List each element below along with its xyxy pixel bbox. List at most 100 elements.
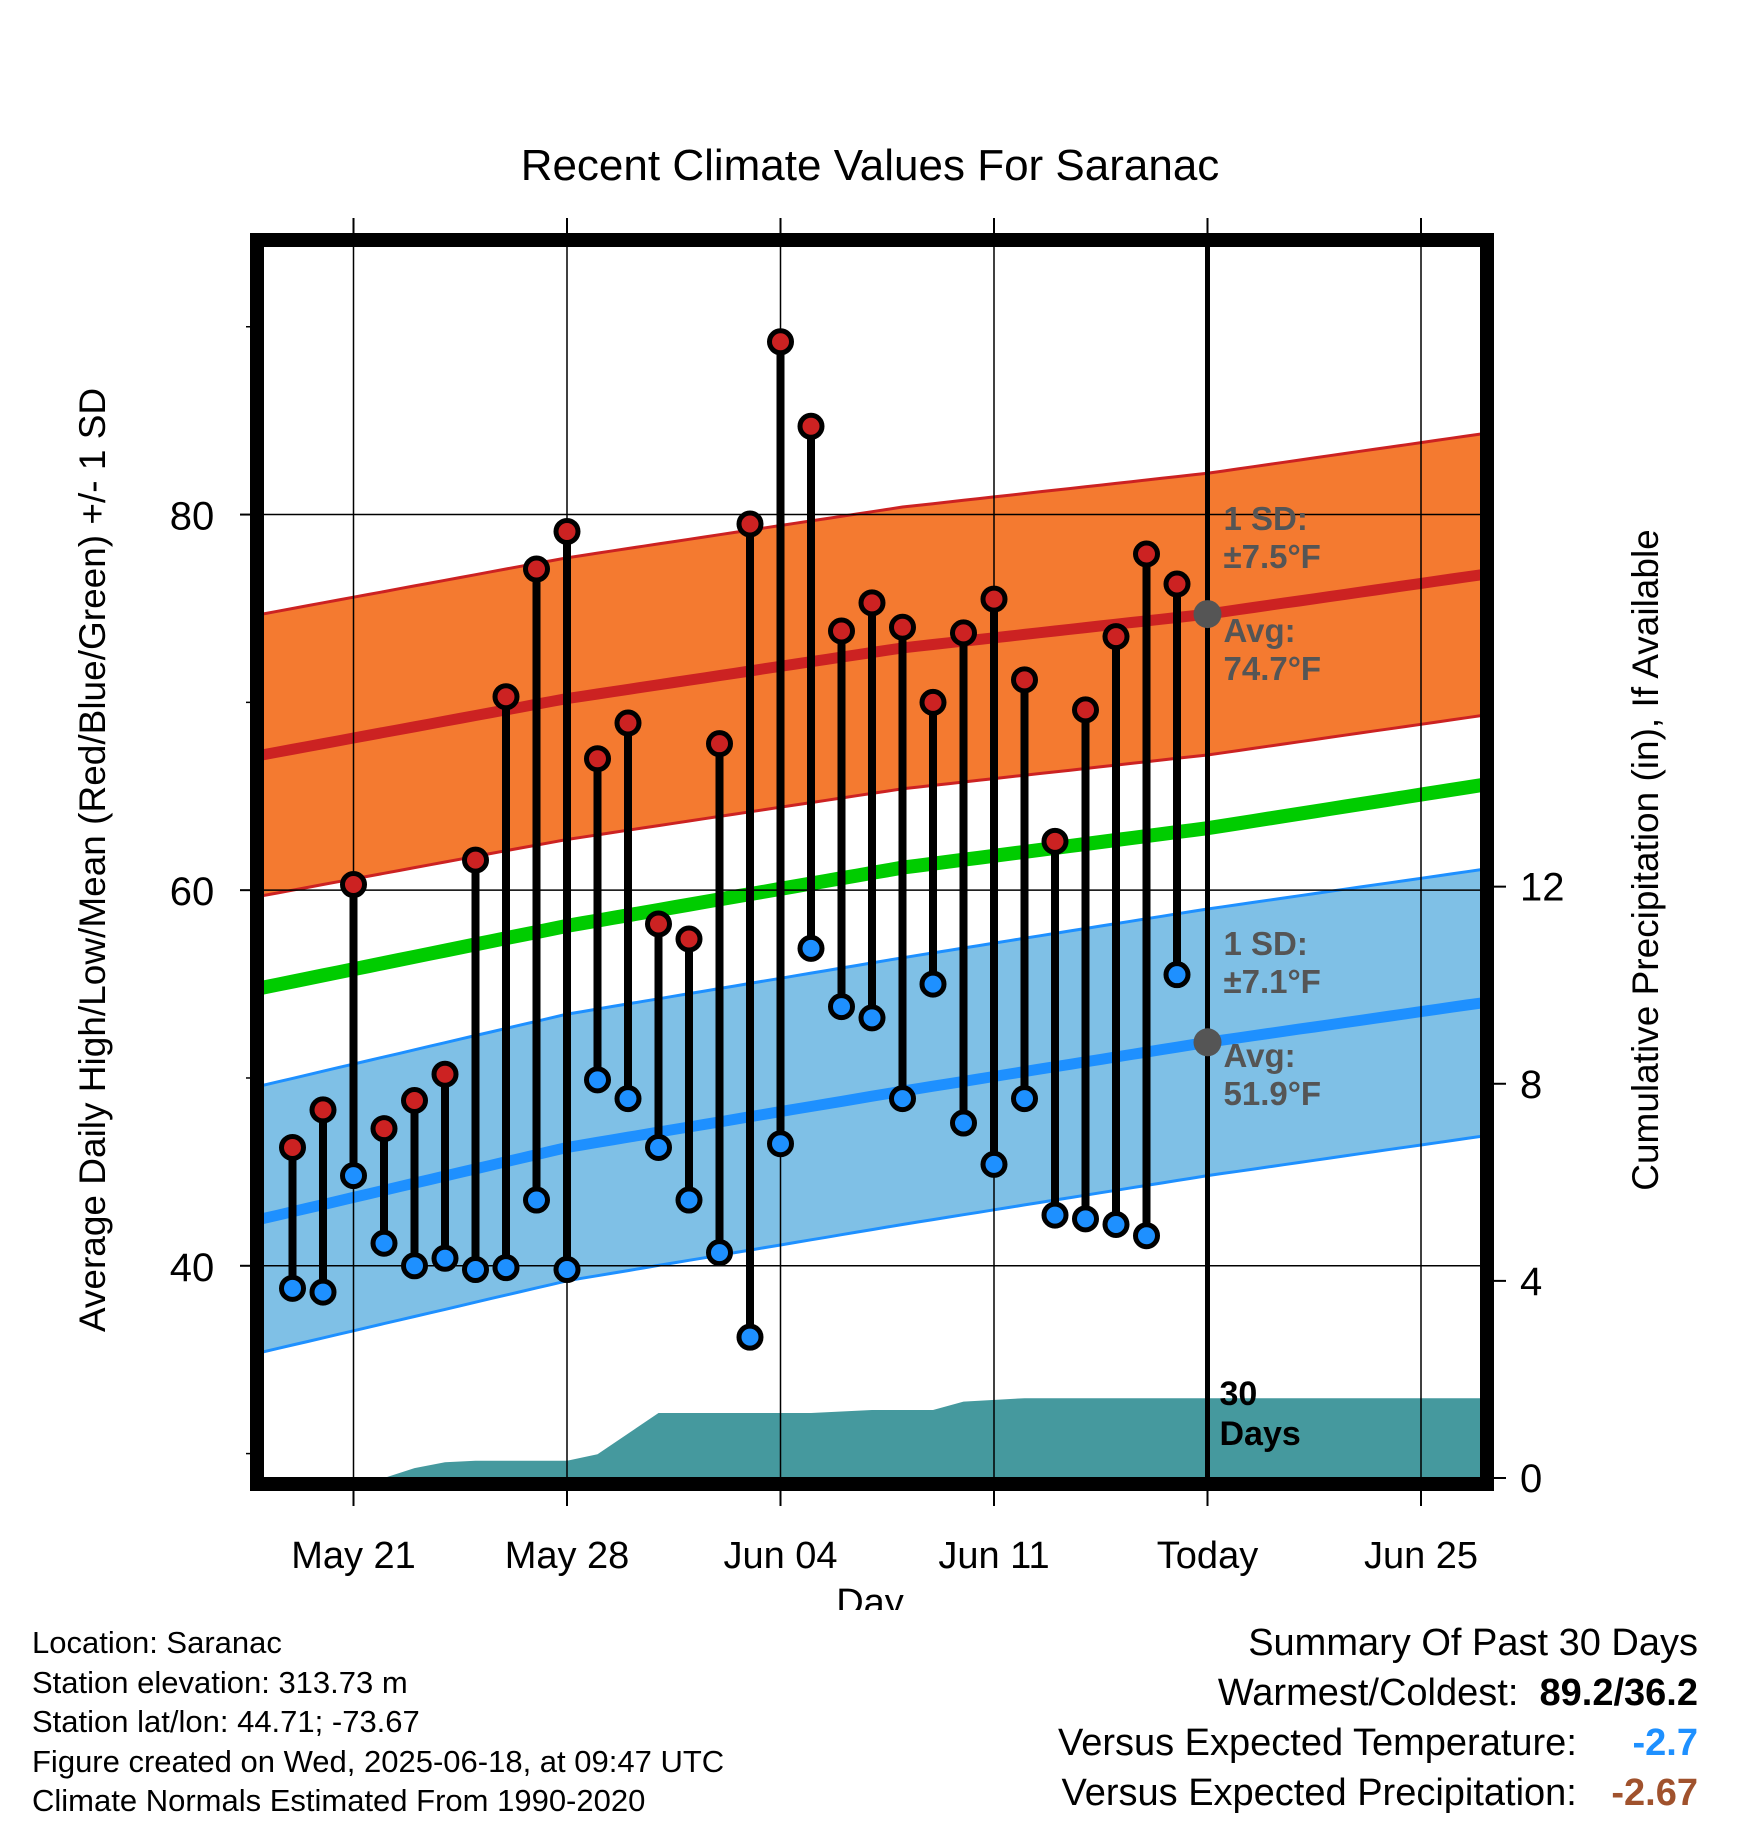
high-point <box>1102 623 1130 651</box>
high-point <box>858 589 886 617</box>
low-annotation-line: ±7.1°F <box>1224 963 1321 1000</box>
precip-anomaly-value: -2.67 <box>1611 1772 1698 1814</box>
high-point <box>401 1087 428 1115</box>
low-point <box>1133 1222 1160 1250</box>
temp-anomaly-value: -2.7 <box>1632 1722 1698 1764</box>
high-point <box>889 613 916 641</box>
low-point <box>431 1244 459 1272</box>
high-point <box>614 709 642 737</box>
x-tick-label: May 21 <box>291 1535 416 1577</box>
low-point <box>614 1085 642 1113</box>
high-point <box>431 1060 459 1088</box>
high-point <box>950 619 977 647</box>
low-point <box>1011 1085 1038 1113</box>
high-point <box>584 745 611 773</box>
high-annotation-line: 74.7°F <box>1224 650 1322 687</box>
low-point <box>675 1186 703 1214</box>
x-axis-label: Day <box>836 1582 904 1610</box>
low-point <box>1072 1205 1099 1233</box>
cumulative-precip-area <box>262 1398 1482 1478</box>
warmest-row: Warmest/Coldest: 89.2/36.2 <box>1058 1668 1698 1718</box>
latlon-text: Station lat/lon: 44.71; -73.67 <box>32 1704 420 1739</box>
station-info: Location: Saranac Station elevation: 313… <box>32 1623 724 1821</box>
y-tick-label: 80 <box>170 495 215 539</box>
high-point <box>706 730 733 758</box>
low-point <box>309 1278 337 1306</box>
high-point <box>980 585 1008 613</box>
high-point <box>1133 540 1160 568</box>
high-point <box>462 846 489 874</box>
low-point <box>401 1252 428 1280</box>
high-point <box>645 910 672 938</box>
plot-frame <box>250 233 1494 1491</box>
y-tick-label: 40 <box>170 1246 215 1290</box>
today-low-normal-marker <box>1193 1028 1222 1057</box>
high-annotation-line: 1 SD: <box>1224 500 1308 537</box>
low-point <box>706 1239 733 1267</box>
low-point <box>645 1133 672 1161</box>
low-point <box>340 1162 367 1190</box>
high-point <box>492 683 520 711</box>
summary-heading: Summary Of Past 30 Days <box>1248 1622 1698 1664</box>
low-normal-band-lower-edge <box>262 1134 1482 1354</box>
high-point <box>1072 696 1099 724</box>
high-annotation-line: Avg: <box>1224 612 1296 649</box>
climate-chart: Recent Climate Values For Saranac 1 SD:±… <box>72 141 1666 1610</box>
low-point <box>492 1254 520 1282</box>
low-point <box>553 1256 581 1284</box>
y2-tick-label: 8 <box>1520 1063 1542 1107</box>
low-point <box>1102 1210 1130 1238</box>
high-point <box>919 688 947 716</box>
high-point <box>675 925 703 953</box>
low-point <box>797 934 825 962</box>
y2-tick-label: 12 <box>1520 866 1565 910</box>
low-normal-mean-line <box>262 997 1482 1225</box>
high-point <box>309 1096 337 1124</box>
low-point <box>767 1130 794 1158</box>
high-point <box>1011 666 1038 694</box>
low-point <box>370 1229 398 1257</box>
x-tick-label: May 28 <box>505 1535 630 1577</box>
low-point <box>736 1323 764 1351</box>
low-annotation-line: Avg: <box>1224 1037 1296 1074</box>
warmest-value: 89.2/36.2 <box>1539 1672 1698 1714</box>
temp-anomaly-label: Versus Expected Temperature: <box>1057 1722 1577 1764</box>
precip-anomaly-row: Versus Expected Precipitation: -2.67 <box>1058 1768 1698 1818</box>
axes: 40 60 80 0 4 8 12 May 21 May 28 Jun 04 Jun 11 Today… <box>170 218 1565 1577</box>
warmest-label: Warmest/Coldest: <box>1217 1672 1519 1714</box>
low-point <box>523 1186 550 1214</box>
x-tick-label: Today <box>1157 1535 1258 1577</box>
low-point <box>980 1150 1008 1178</box>
low-point <box>1163 961 1191 989</box>
high-point <box>767 328 794 356</box>
low-point <box>828 993 855 1021</box>
low-point <box>584 1066 611 1094</box>
summary-panel: Summary Of Past 30 Days Warmest/Coldest:… <box>1058 1618 1698 1818</box>
y2-tick-label: 0 <box>1520 1457 1542 1501</box>
y-tick-label: 60 <box>170 870 215 914</box>
low-point <box>919 970 947 998</box>
high-point <box>279 1133 306 1161</box>
high-point <box>523 555 550 583</box>
high-point <box>1041 827 1069 855</box>
high-point <box>736 510 764 538</box>
y2-axis-label: Cumulative Precipitation (in), If Availa… <box>1625 529 1666 1191</box>
low-point <box>1041 1201 1069 1229</box>
created-text: Figure created on Wed, 2025-06-18, at 09… <box>32 1743 725 1779</box>
high-point <box>1163 570 1191 598</box>
low-point <box>950 1109 977 1137</box>
low-point <box>889 1085 916 1113</box>
precip-anomaly-label: Versus Expected Precipitation: <box>1061 1772 1577 1814</box>
location-text: Location: Saranac <box>32 1625 282 1660</box>
low-annotation-line: 51.9°F <box>1224 1075 1322 1112</box>
high-point <box>553 517 581 545</box>
low-annotation-line: 1 SD: <box>1224 925 1308 962</box>
chart-title: Recent Climate Values For Saranac <box>521 141 1220 190</box>
temp-anomaly-row: Versus Expected Temperature: -2.7 <box>1058 1718 1698 1768</box>
normals-text: Climate Normals Estimated From 1990-2020 <box>32 1783 646 1818</box>
x-tick-label: Jun 04 <box>723 1535 837 1577</box>
x-tick-label: Jun 25 <box>1364 1535 1478 1577</box>
low-point <box>858 1004 886 1032</box>
period-label: 30 <box>1220 1375 1258 1413</box>
